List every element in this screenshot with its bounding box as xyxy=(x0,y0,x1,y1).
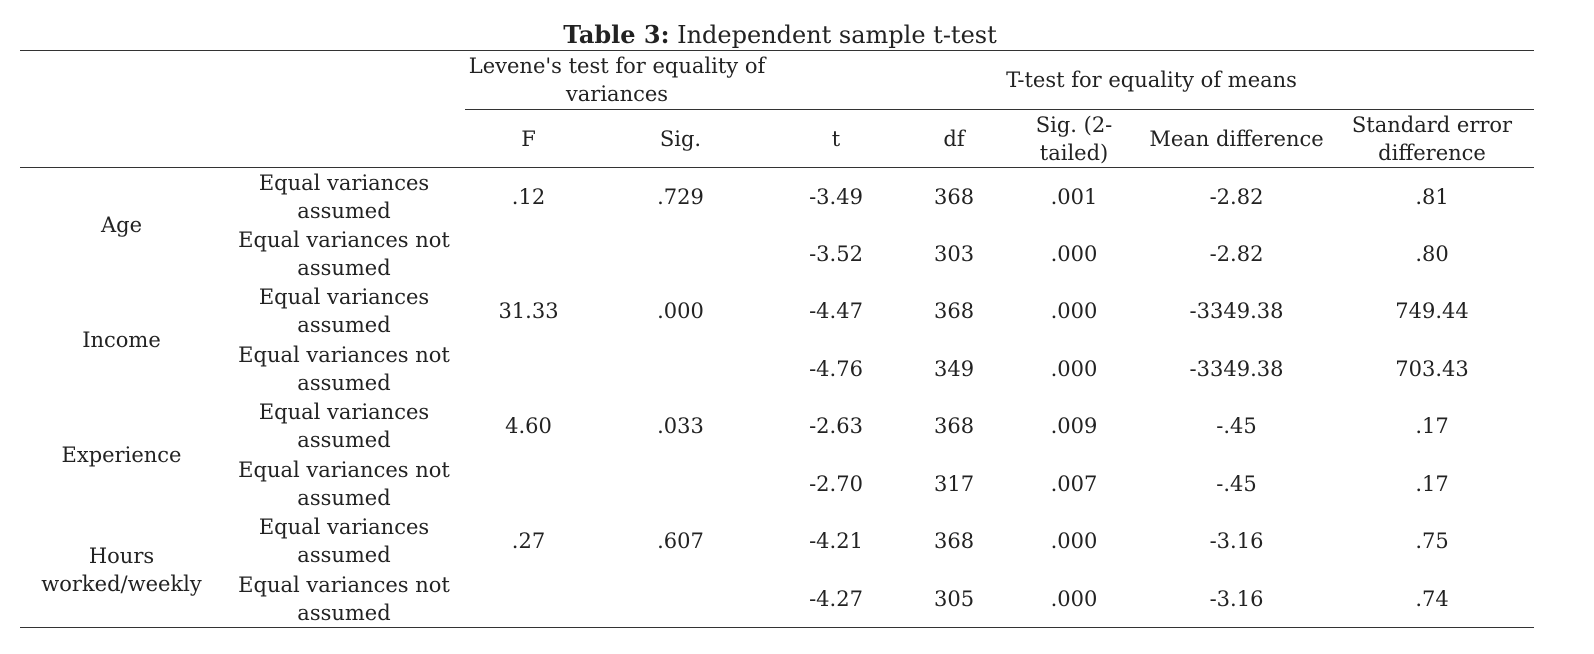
cell-se-diff: .80 xyxy=(1415,241,1449,266)
cell-mean-diff: -.45 xyxy=(1216,471,1257,496)
cell-t: -3.52 xyxy=(809,241,863,266)
col-sig-2-tailed: Sig. (2-tailed) xyxy=(1005,109,1144,168)
table-row: Income Equal variances assumed 31.33 .00… xyxy=(20,283,1534,352)
cell-sig2: .000 xyxy=(1050,529,1098,554)
cell-f xyxy=(465,455,592,513)
cell-sig: .729 xyxy=(657,184,704,209)
table-caption: Table 3: Independent sample t-test xyxy=(0,20,1560,50)
cell-t: -3.49 xyxy=(809,184,863,209)
row-label: Equal variances assumed xyxy=(258,285,430,338)
cell-sig: .033 xyxy=(657,414,704,439)
cell-t: -4.21 xyxy=(809,529,863,554)
cell-f xyxy=(465,570,592,628)
cell-sig2: .000 xyxy=(1005,570,1144,628)
col-standard-error-difference: Standard error difference xyxy=(1330,109,1535,168)
row-label: Equal variances not assumed xyxy=(238,227,450,280)
group-label-hours-worked-weekly: Hours worked/weekly xyxy=(20,512,223,628)
cell-t: -2.63 xyxy=(809,414,863,439)
cell-sig2: .000 xyxy=(1050,241,1098,266)
table-title: Independent sample t-test xyxy=(677,21,997,49)
cell-df: 303 xyxy=(933,241,975,266)
cell-sig: .000 xyxy=(657,299,704,324)
group-label-age: Age xyxy=(100,213,143,238)
table-row: Hours worked/weekly Equal variances assu… xyxy=(20,512,1534,628)
col-sig: Sig. xyxy=(592,109,770,168)
cell-f: .12 xyxy=(511,184,546,209)
cell-se-diff: .81 xyxy=(1415,184,1449,209)
cell-mean-diff: -3.16 xyxy=(1143,570,1331,628)
cell-df: 368 xyxy=(933,529,975,554)
col-t: t xyxy=(769,109,904,168)
cell-se-diff: .75 xyxy=(1415,529,1449,554)
levene-header: Levene's test for equality of variances xyxy=(465,50,770,110)
cell-sig xyxy=(592,570,770,628)
cell-se-diff: .17 xyxy=(1415,414,1449,439)
cell-f: 4.60 xyxy=(505,414,552,439)
cell-se-diff: 749.44 xyxy=(1395,299,1469,324)
group-label-experience: Experience xyxy=(61,443,182,467)
cell-mean-diff: -2.82 xyxy=(1209,184,1264,209)
group-label-income: Income xyxy=(82,328,161,352)
row-label: Equal variances assumed xyxy=(258,515,430,568)
cell-mean-diff: -3349.38 xyxy=(1189,356,1284,381)
cell-df: 317 xyxy=(933,471,975,496)
cell-f xyxy=(465,225,592,283)
header-blank-2 xyxy=(20,109,465,168)
cell-sig2: .000 xyxy=(1050,299,1098,324)
col-mean-difference: Mean difference xyxy=(1143,109,1331,168)
cell-t: -4.47 xyxy=(809,299,863,324)
cell-sig xyxy=(592,340,769,398)
row-label: Equal variances not assumed xyxy=(223,570,465,628)
cell-mean-diff: -3349.38 xyxy=(1189,299,1284,324)
cell-f: 31.33 xyxy=(498,299,559,324)
cell-sig2: .000 xyxy=(1050,356,1098,381)
cell-mean-diff: -3.16 xyxy=(1209,529,1264,554)
cell-se-diff: .17 xyxy=(1415,471,1449,496)
row-label: Equal variances not assumed xyxy=(238,457,450,510)
col-df: df xyxy=(903,109,1006,168)
table-row: Equal variances not assumed -2.70 317 .0… xyxy=(20,455,1534,513)
cell-sig: .607 xyxy=(657,529,704,554)
cell-df: 305 xyxy=(903,570,1006,628)
cell-df: 368 xyxy=(933,414,975,439)
table-row: Experience Equal variances assumed 4.60 … xyxy=(20,398,1534,467)
cell-f: .27 xyxy=(511,529,546,554)
cell-t: -4.76 xyxy=(809,356,863,381)
cell-t: -2.70 xyxy=(809,471,863,496)
cell-sig2: .001 xyxy=(1050,184,1098,209)
cell-df: 349 xyxy=(933,356,975,381)
ttest-header: T-test for equality of means xyxy=(769,50,1535,110)
row-label: Equal variances not assumed xyxy=(238,342,450,395)
cell-sig xyxy=(592,455,769,513)
table-row: Age Equal variances assumed .12 .729 -3.… xyxy=(20,168,1534,238)
table-label: Table 3: xyxy=(563,20,670,49)
cell-df: 368 xyxy=(933,184,975,209)
cell-sig2: .009 xyxy=(1050,414,1098,439)
cell-t: -4.27 xyxy=(769,570,904,628)
row-label: Equal variances assumed xyxy=(258,170,430,223)
t-test-table: Levene's test for equality of variances … xyxy=(20,50,1535,628)
cell-mean-diff: -.45 xyxy=(1216,414,1257,439)
cell-se-diff: 703.43 xyxy=(1395,356,1469,381)
header-blank xyxy=(20,50,465,110)
cell-se-diff: .74 xyxy=(1330,570,1535,628)
table-row: Equal variances not assumed -4.76 349 .0… xyxy=(20,340,1534,398)
table-row: Equal variances not assumed -3.52 303 .0… xyxy=(20,225,1534,283)
col-f: F xyxy=(465,109,592,168)
cell-sig xyxy=(592,225,769,283)
table-row: Equal variances not assumed -4.27 305 .0… xyxy=(20,570,1535,628)
row-label: Equal variances assumed xyxy=(258,400,430,453)
cell-sig2: .007 xyxy=(1050,471,1098,496)
cell-df: 368 xyxy=(933,299,975,324)
cell-mean-diff: -2.82 xyxy=(1209,241,1264,266)
cell-f xyxy=(465,340,592,398)
